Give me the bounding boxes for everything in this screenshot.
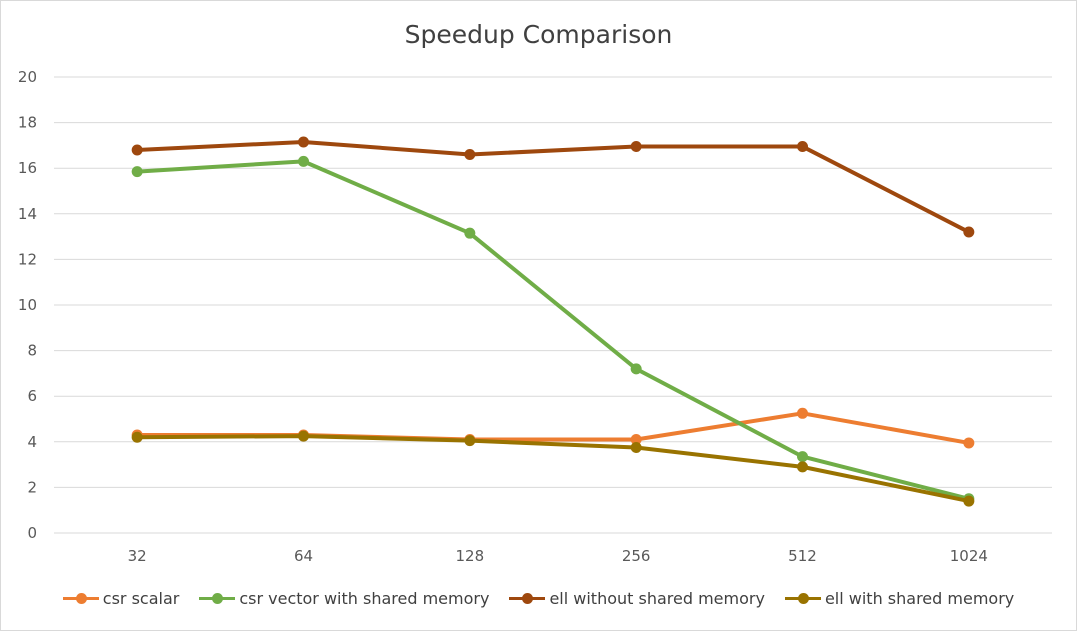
legend-label: csr vector with shared memory (239, 588, 490, 608)
legend-label: csr scalar (102, 588, 180, 608)
y-tick-label: 12 (18, 250, 37, 268)
series-line (135, 139, 971, 235)
data-point (464, 149, 476, 161)
x-tick-label: 64 (294, 547, 313, 565)
legend-label: ell with shared memory (824, 588, 1015, 608)
data-point (630, 442, 642, 453)
data-point (963, 437, 975, 449)
legend-marker (509, 588, 546, 608)
series-line (135, 159, 971, 501)
y-tick-label: 18 (18, 114, 37, 132)
legend-marker (784, 588, 821, 608)
data-point (797, 407, 808, 419)
legend-item: ell without shared memory (509, 588, 765, 608)
series-ell-without-shared-memory (131, 136, 975, 238)
data-point (298, 155, 309, 167)
legend-label: ell without shared memory (549, 588, 765, 608)
series-group (131, 136, 975, 507)
data-point (797, 451, 808, 463)
x-tick-label: 32 (128, 547, 147, 565)
y-tick-label: 20 (18, 68, 37, 86)
gridlines (54, 76, 1052, 534)
y-tick-label: 6 (27, 387, 37, 405)
y-tick-label: 8 (27, 342, 37, 360)
legend-marker (62, 588, 99, 608)
chart-title: Speedup Comparison (404, 20, 673, 49)
legend-item: ell with shared memory (784, 588, 1015, 608)
data-point (963, 495, 975, 507)
data-point (630, 141, 642, 153)
y-tick-label: 2 (27, 478, 37, 496)
x-tick-label: 512 (788, 547, 817, 565)
data-point (298, 430, 309, 442)
legend-item: csr scalar (62, 588, 180, 608)
data-point (464, 435, 476, 447)
legend-item: csr vector with shared memory (199, 588, 489, 608)
y-tick-label: 14 (18, 205, 37, 223)
y-tick-label: 10 (18, 296, 37, 314)
legend-marker (199, 588, 236, 608)
y-tick-label: 16 (18, 159, 37, 177)
x-tick-label: 1024 (950, 547, 988, 565)
data-point (630, 363, 642, 375)
series-line (135, 411, 971, 445)
series-line (135, 434, 971, 504)
y-tick-label: 4 (27, 433, 37, 451)
data-point (131, 431, 143, 443)
x-tick-label: 128 (456, 547, 485, 565)
x-axis-ticks: 32 64 128 256 512 1024 (128, 547, 988, 565)
data-point (298, 136, 309, 148)
data-point (630, 434, 642, 446)
data-point (797, 141, 808, 153)
y-axis-ticks: 0 2 4 6 8 10 12 14 16 18 20 (18, 68, 37, 542)
y-tick-label: 0 (27, 524, 37, 542)
data-point (131, 144, 143, 156)
data-point (797, 461, 808, 473)
series-ell-with-shared-memory (131, 430, 975, 507)
legend: csr scalar csr vector with shared memory e… (0, 588, 1077, 608)
data-point (131, 166, 143, 178)
data-point (464, 227, 476, 239)
data-point (963, 226, 975, 238)
x-tick-label: 256 (622, 547, 651, 565)
series-csr-vector-with-shared-memory (131, 155, 975, 505)
